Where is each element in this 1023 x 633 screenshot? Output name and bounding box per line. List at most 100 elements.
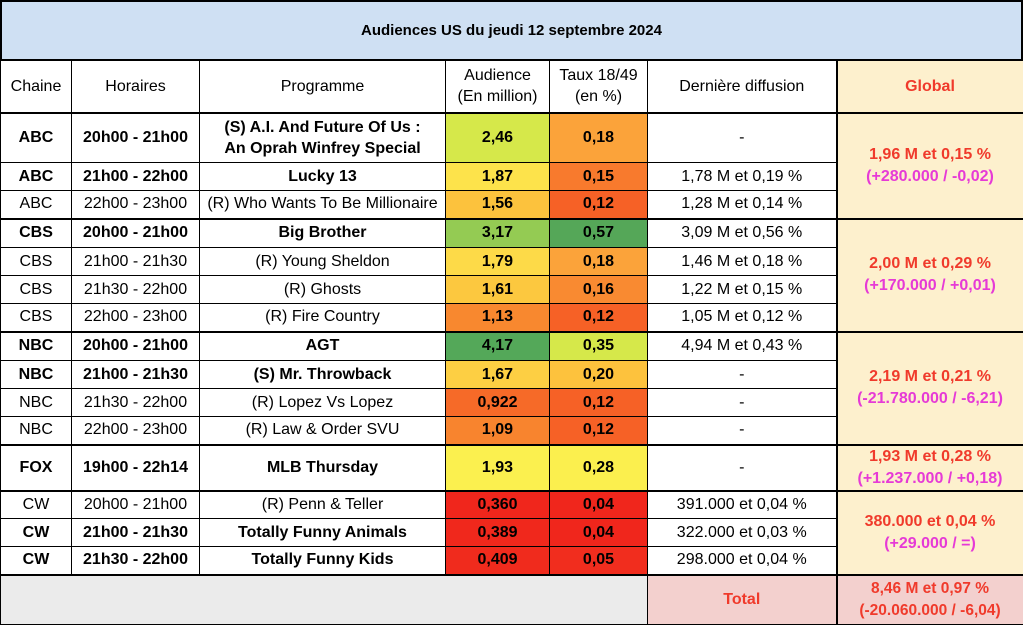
table-row: ABC 20h00 - 21h00 (S) A.I. And Future Of U… (0, 111, 1023, 219)
cell-horaires: 21h30 - 22h00 (71, 546, 200, 575)
cell-derniere-diffusion: 4,94 M et 0,43 % (647, 330, 837, 361)
cell-chaine: CBS (0, 303, 72, 332)
cell-horaires: 21h30 - 22h00 (71, 275, 200, 304)
total-label: Total (647, 573, 837, 625)
header-row: Chaine Horaires Programme Audience (En m… (0, 60, 1023, 113)
cell-taux: 0,12 (549, 190, 648, 219)
header-taux: Taux 18/49 (en %) (549, 60, 648, 113)
cell-chaine: NBC (0, 416, 72, 445)
header-taux-line1: Taux 18/49 (559, 67, 638, 85)
cell-taux: 0,12 (549, 303, 648, 332)
cell-chaine: CBS (0, 247, 72, 276)
table-title: Audiences US du jeudi 12 septembre 2024 (0, 0, 1023, 61)
cell-programme: AGT (199, 330, 446, 361)
cell-chaine: CBS (0, 275, 72, 304)
cell-derniere-diffusion: - (647, 443, 837, 491)
global-delta: (-21.780.000 / -6,21) (857, 390, 1003, 407)
cell-global: 1,93 M et 0,28 % (+1.237.000 / +0,18) (835, 443, 1023, 491)
cell-derniere-diffusion: - (647, 360, 837, 389)
cell-taux: 0,15 (549, 162, 648, 191)
cell-taux: 0,57 (549, 217, 648, 248)
cell-derniere-diffusion: 3,09 M et 0,56 % (647, 217, 837, 248)
cell-derniere-diffusion: 298.000 et 0,04 % (647, 546, 837, 575)
cell-horaires: 20h00 - 21h00 (71, 217, 200, 248)
cell-taux: 0,18 (549, 247, 648, 276)
cell-chaine: NBC (0, 330, 72, 361)
cell-global: 380.000 et 0,04 % (+29.000 / =) (835, 489, 1023, 575)
audience-table: Chaine Horaires Programme Audience (En m… (0, 60, 1023, 625)
cell-taux: 0,12 (549, 388, 648, 417)
header-programme: Programme (199, 60, 446, 113)
cell-derniere-diffusion: 1,28 M et 0,14 % (647, 190, 837, 219)
cell-audience: 0,389 (445, 518, 550, 547)
cell-derniere-diffusion: - (647, 388, 837, 417)
cell-horaires: 21h00 - 21h30 (71, 518, 200, 547)
table-row: CBS 20h00 - 21h00 Big Brother 3,17 0,57 3,09 … (0, 217, 1023, 332)
cell-chaine: NBC (0, 360, 72, 389)
cell-programme: (R) Young Sheldon (199, 247, 446, 276)
cell-taux: 0,16 (549, 275, 648, 304)
cell-programme: (R) Lopez Vs Lopez (199, 388, 446, 417)
table-body: ABC 20h00 - 21h00 (S) A.I. And Future Of U… (0, 111, 1023, 625)
cell-horaires: 22h00 - 23h00 (71, 303, 200, 332)
cell-programme: (R) Ghosts (199, 275, 446, 304)
cell-chaine: NBC (0, 388, 72, 417)
global-value: 2,19 M et 0,21 % (869, 368, 991, 385)
cell-derniere-diffusion: 1,22 M et 0,15 % (647, 275, 837, 304)
programme-line2: An Oprah Winfrey Special (224, 139, 421, 157)
cell-programme: (S) A.I. And Future Of Us : An Oprah Winf… (199, 111, 446, 163)
cell-audience: 1,79 (445, 247, 550, 276)
header-taux-line2: (en %) (574, 88, 623, 106)
cell-programme: Lucky 13 (199, 162, 446, 191)
cell-horaires: 22h00 - 23h00 (71, 416, 200, 445)
cell-horaires: 20h00 - 21h00 (71, 330, 200, 361)
cell-chaine: CW (0, 518, 72, 547)
total-value-cell: 8,46 M et 0,97 % (-20.060.000 / -6,04) (835, 573, 1023, 625)
cell-audience: 4,17 (445, 330, 550, 361)
global-value: 2,00 M et 0,29 % (869, 255, 991, 272)
cell-chaine: CBS (0, 217, 72, 248)
table-row: CW 21h00 - 21h30 Totally Funny Animals 0,38… (0, 518, 1023, 547)
header-audience: Audience (En million) (445, 60, 550, 113)
table-row: NBC 20h00 - 21h00 AGT 4,17 0,35 4,94 M et 0,4… (0, 330, 1023, 445)
cell-audience: 1,13 (445, 303, 550, 332)
cell-taux: 0,05 (549, 546, 648, 575)
total-empty-cell (0, 573, 648, 625)
cell-derniere-diffusion: 1,05 M et 0,12 % (647, 303, 837, 332)
cell-global: 2,19 M et 0,21 % (-21.780.000 / -6,21) (835, 330, 1023, 445)
cell-taux: 0,28 (549, 443, 648, 491)
cell-audience: 1,56 (445, 190, 550, 219)
cell-horaires: 19h00 - 22h14 (71, 443, 200, 491)
cell-chaine: ABC (0, 190, 72, 219)
total-row: Total 8,46 M et 0,97 % (-20.060.000 / -6,0… (0, 573, 1023, 625)
table-row: CBS 21h00 - 21h30 (R) Young Sheldon 1,79 0,1… (0, 247, 1023, 276)
cell-taux: 0,35 (549, 330, 648, 361)
cell-horaires: 21h00 - 21h30 (71, 360, 200, 389)
programme-line1: (S) A.I. And Future Of Us : (224, 118, 421, 136)
header-audience-line1: Audience (464, 67, 531, 85)
cell-audience: 1,09 (445, 416, 550, 445)
global-value: 1,93 M et 0,28 % (869, 447, 991, 465)
cell-derniere-diffusion: 1,46 M et 0,18 % (647, 247, 837, 276)
cell-horaires: 21h00 - 22h00 (71, 162, 200, 191)
cell-taux: 0,18 (549, 111, 648, 163)
cell-audience: 3,17 (445, 217, 550, 248)
cell-programme: (R) Who Wants To Be Millionaire (199, 190, 446, 219)
cell-programme: (R) Fire Country (199, 303, 446, 332)
global-delta: (+170.000 / +0,01) (864, 277, 996, 294)
cell-chaine: CW (0, 489, 72, 519)
header-audience-line2: (En million) (457, 88, 538, 106)
header-derniere-diffusion: Dernière diffusion (647, 60, 837, 113)
global-delta: (+280.000 / -0,02) (866, 167, 994, 185)
table-row: CW 20h00 - 21h00 (R) Penn & Teller 0,360 0,0… (0, 489, 1023, 575)
cell-taux: 0,04 (549, 518, 648, 547)
cell-programme: Totally Funny Kids (199, 546, 446, 575)
cell-audience: 1,87 (445, 162, 550, 191)
table-row: ABC 22h00 - 23h00 (R) Who Wants To Be Mill… (0, 190, 1023, 219)
cell-derniere-diffusion: 322.000 et 0,03 % (647, 518, 837, 547)
cell-programme: (R) Law & Order SVU (199, 416, 446, 445)
cell-taux: 0,20 (549, 360, 648, 389)
table-row: FOX 19h00 - 22h14 MLB Thursday 1,93 0,28-1,9… (0, 443, 1023, 491)
cell-taux: 0,12 (549, 416, 648, 445)
